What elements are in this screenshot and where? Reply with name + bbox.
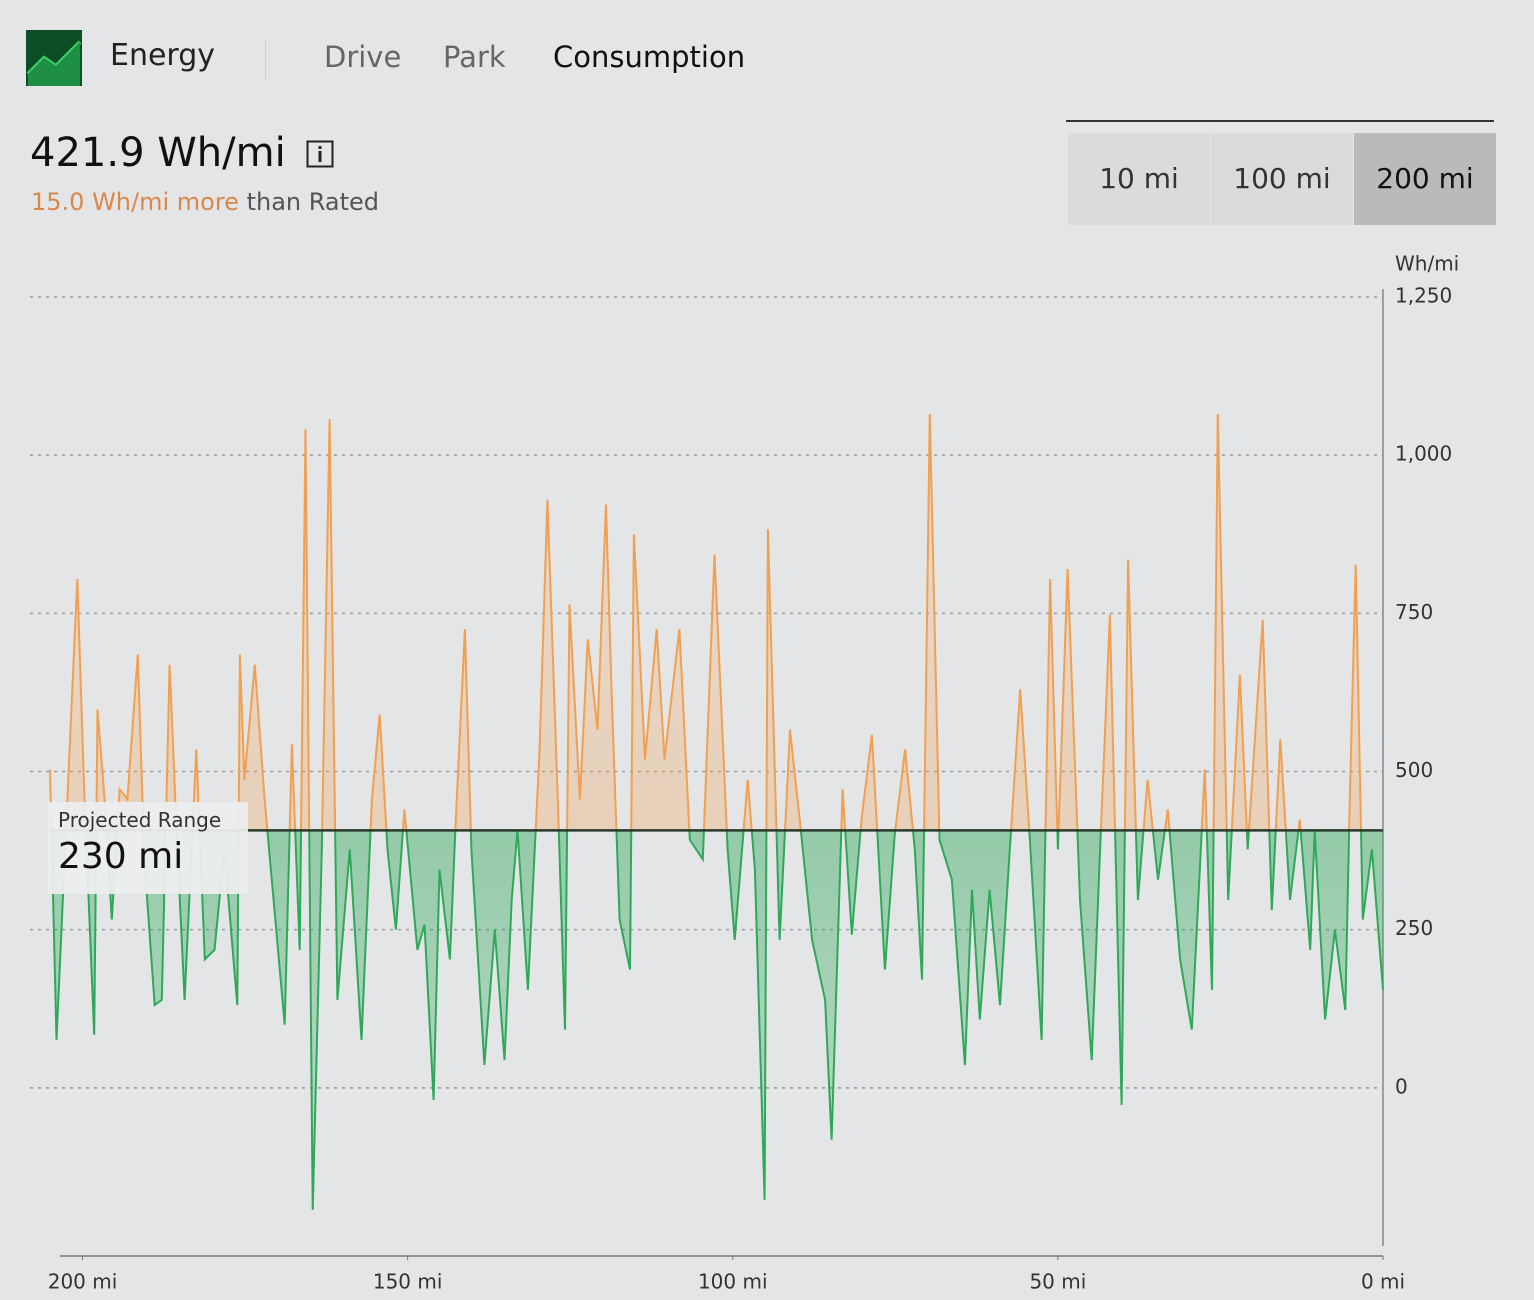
range-button[interactable]: 100 mi (1211, 133, 1353, 225)
x-tick-label: 200 mi (48, 1270, 118, 1294)
tab[interactable]: Drive (324, 40, 402, 74)
x-tick-label: 150 mi (373, 1270, 443, 1294)
range-button[interactable]: 10 mi (1068, 133, 1210, 225)
energy-icon (26, 30, 82, 86)
line-above (49, 413, 1363, 831)
y-tick-label: 500 (1395, 758, 1433, 782)
projected-range-value: 230 mi (58, 836, 184, 877)
y-tick-label: 1,250 (1395, 284, 1452, 308)
area-above (50, 414, 1383, 831)
comparison-text: than Rated (246, 188, 380, 216)
app-title: Energy (110, 38, 216, 73)
consumption-value: 421.9 Wh/mi (30, 130, 286, 176)
tab[interactable]: Consumption (553, 40, 746, 74)
y-axis-unit: Wh/mi (1395, 252, 1459, 276)
difference: 15.0 Wh/mi more (31, 188, 239, 216)
comparison: 15.0 Wh/mi more than Rated (31, 188, 379, 216)
tab[interactable]: Park (443, 40, 506, 74)
y-tick-label: 250 (1395, 916, 1433, 940)
projected-range-box: Projected Range 230 mi (48, 802, 248, 894)
info-icon[interactable] (306, 140, 334, 168)
y-tick-label: 0 (1395, 1074, 1408, 1098)
x-tick-label: 50 mi (1029, 1270, 1086, 1294)
range-button[interactable]: 200 mi (1354, 133, 1496, 225)
y-tick-label: 750 (1395, 600, 1433, 624)
divider (265, 40, 266, 80)
line-below (50, 830, 1384, 1210)
x-tick-label: 100 mi (698, 1270, 768, 1294)
y-tick-label: 1,000 (1395, 442, 1452, 466)
range-rule (1066, 120, 1494, 122)
x-tick-label: 0 mi (1361, 1270, 1405, 1294)
projected-range-label: Projected Range (58, 808, 222, 832)
